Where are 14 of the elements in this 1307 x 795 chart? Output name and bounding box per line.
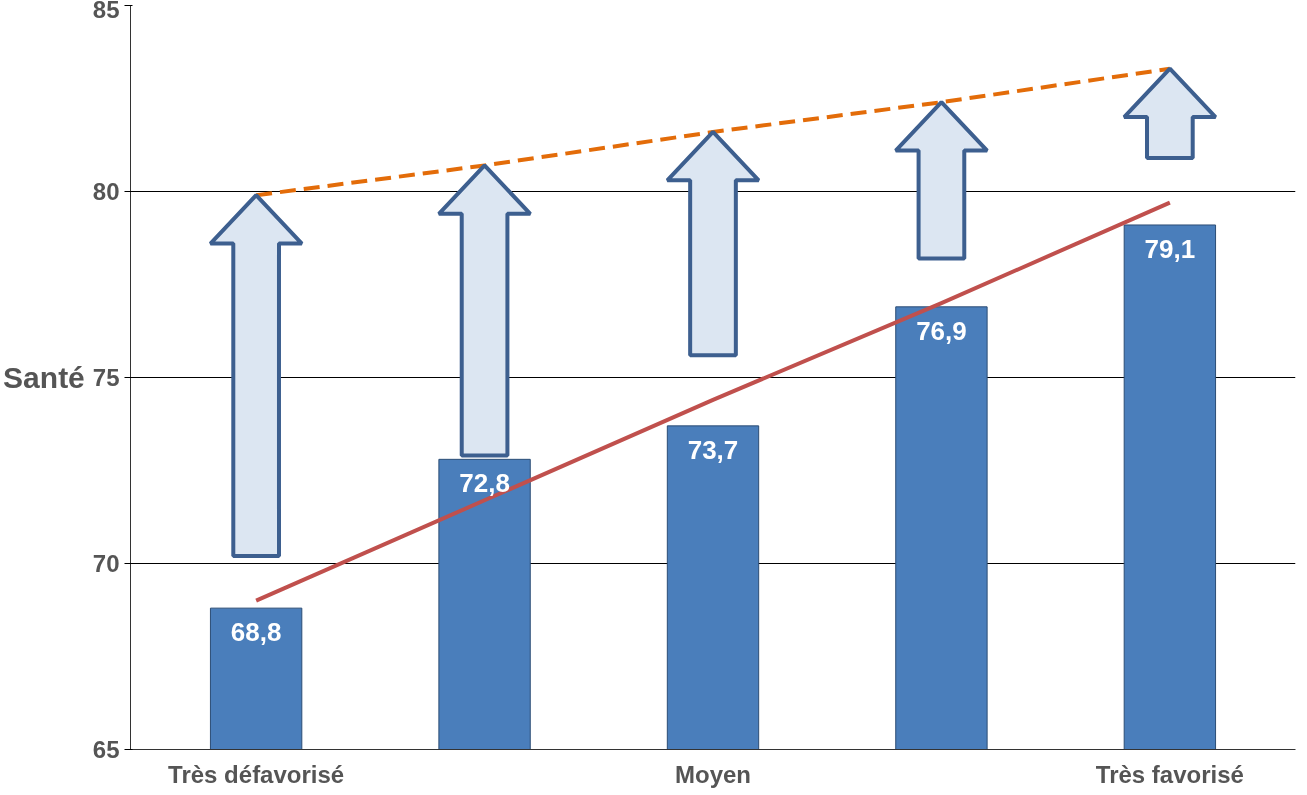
x-tick-label: Moyen (675, 760, 752, 788)
data-label: 68,8 (230, 617, 282, 648)
x-tick-label: Très favorisé (1095, 760, 1244, 788)
data-label: 73,7 (687, 434, 739, 465)
data-label: 79,1 (1144, 233, 1196, 264)
y-tick-label: 70 (92, 550, 120, 577)
y-tick-label: 75 (92, 364, 120, 391)
y-tick-label: 65 (92, 736, 120, 763)
x-tick-label: Très défavorisé (168, 760, 345, 788)
y-axis-title: Santé (3, 361, 85, 394)
y-tick-label: 85 (92, 0, 120, 23)
y-tick-label: 80 (92, 178, 120, 205)
data-label: 76,9 (916, 315, 967, 346)
data-label: 72,8 (459, 468, 510, 499)
